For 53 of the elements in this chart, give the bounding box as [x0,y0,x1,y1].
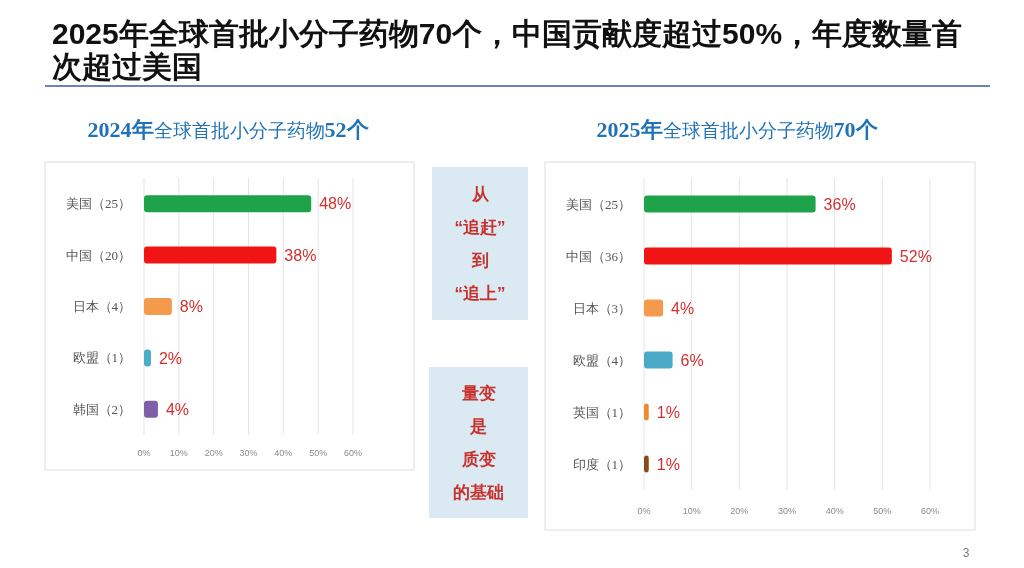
bar [144,195,312,213]
data-label: 4% [671,299,695,317]
bar [644,247,892,265]
data-label: 1% [656,455,680,473]
y-tick-label: 日本（3） [572,300,631,316]
x-tick-label: 40% [274,448,293,458]
data-label: 6% [680,351,704,369]
x-tick-label: 20% [204,448,223,458]
x-tick-label: 60% [920,506,940,516]
data-label: 2% [158,349,183,367]
bar [144,349,151,367]
y-tick-label: 欧盟（1） [72,350,131,366]
x-tick-label: 20% [730,506,749,516]
bar [144,246,277,264]
y-tick-label: 印度（1） [572,456,631,472]
bar [644,195,816,213]
data-label: 52% [899,247,932,265]
data-label: 48% [319,195,352,213]
text: 2025年全球首批小分子药物70个，中国贡献度超过50%，年度数量首次超过美国 [52,17,963,83]
data-label: 1% [656,403,680,421]
bar [644,403,649,421]
text: 从“追赶”到“追上” [454,184,506,303]
x-tick-label: 10% [682,506,701,516]
bar [644,351,673,369]
text: 3 [962,546,970,560]
y-tick-label: 英国（1） [572,404,631,420]
text: 量变是质变的基础 [453,383,504,502]
x-tick-label: 60% [343,448,363,458]
data-label: 4% [165,400,190,418]
data-label: 38% [284,246,317,264]
chart-title: 2025年全球首批小分子药物70个 [596,117,878,142]
y-tick-label: 中国（20） [66,247,131,263]
bar [644,455,649,473]
y-tick-label: 欧盟（4） [572,352,631,368]
bar [144,298,172,315]
x-tick-label: 0% [137,448,151,458]
y-tick-label: 韩国（2） [72,401,131,417]
x-tick-label: 30% [239,448,258,458]
y-tick-label: 中国（36） [566,248,631,264]
data-label: 8% [179,298,203,316]
y-tick-label: 日本（4） [72,299,131,315]
y-tick-label: 美国（25） [566,196,631,212]
x-tick-label: 50% [873,506,892,516]
x-tick-label: 30% [777,506,797,516]
x-tick-label: 10% [169,448,188,458]
y-tick-label: 美国（25） [66,196,131,212]
chart-title: 2024年全球首批小分子药物52个 [87,117,369,142]
x-tick-label: 40% [825,506,844,516]
bar [644,299,664,317]
bar [144,400,158,418]
data-label: 36% [823,195,856,213]
x-tick-label: 50% [309,448,328,458]
x-tick-label: 0% [637,506,651,516]
